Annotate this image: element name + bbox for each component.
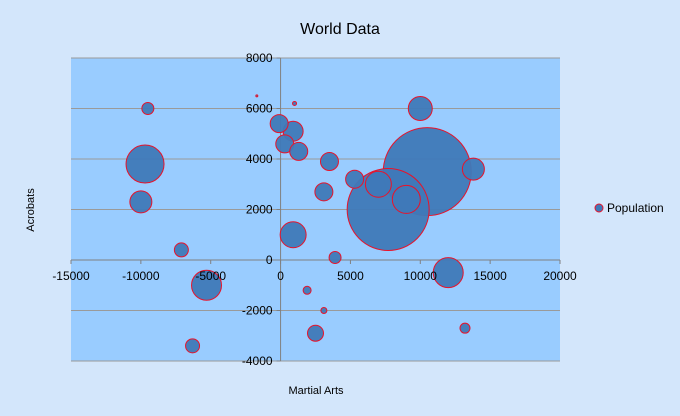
y-tick-label: -2000 [242,304,273,318]
x-tick-label: -15000 [52,269,90,283]
bubble-layer [125,94,485,354]
data-bubble [319,152,339,172]
x-tick-label: -5000 [195,269,226,283]
data-bubble [255,94,259,98]
data-bubble [141,102,155,115]
x-tick-label: 0 [277,269,284,283]
x-tick-label: 5000 [337,269,364,283]
legend-label: Population [607,201,664,215]
legend: Population [594,201,664,215]
x-tick-label: -10000 [122,269,160,283]
axis-layer [70,57,561,362]
legend-marker [594,203,604,213]
data-bubble [364,170,392,198]
data-bubble [391,184,421,214]
data-bubble [269,114,289,134]
y-tick-label: 6000 [246,102,273,116]
y-tick-label: 4000 [246,152,273,166]
data-bubble [328,250,342,264]
data-bubble [292,100,298,106]
data-bubble [459,322,471,334]
x-tick-label: 10000 [404,269,438,283]
data-bubble [302,285,312,295]
y-axis-title: Acrobats [25,188,37,232]
tick-label-layer: -15000 -10000 -5000 0 5000 10000 15000 20000-40… [52,51,577,368]
data-bubble [345,169,365,189]
x-axis-title: Martial Arts [288,385,344,397]
y-tick-label: 0 [266,253,273,267]
data-bubble [173,242,189,258]
x-tick-label: 15000 [473,269,507,283]
data-bubble [461,157,485,181]
data-bubble [314,182,334,202]
chart-title: World Data [300,21,380,38]
data-bubble [432,257,464,289]
x-tick-label: 20000 [543,269,577,283]
data-bubble [125,144,165,184]
data-bubble [279,221,307,249]
data-bubble [191,269,223,301]
y-tick-label: 8000 [246,51,273,65]
data-bubble [320,307,328,314]
data-bubble [307,324,324,342]
data-bubble [289,141,309,161]
y-tick-label: -4000 [242,354,273,368]
data-bubble [129,190,153,214]
y-tick-label: 2000 [246,203,273,217]
data-bubble [185,338,201,354]
data-bubble [407,96,433,121]
